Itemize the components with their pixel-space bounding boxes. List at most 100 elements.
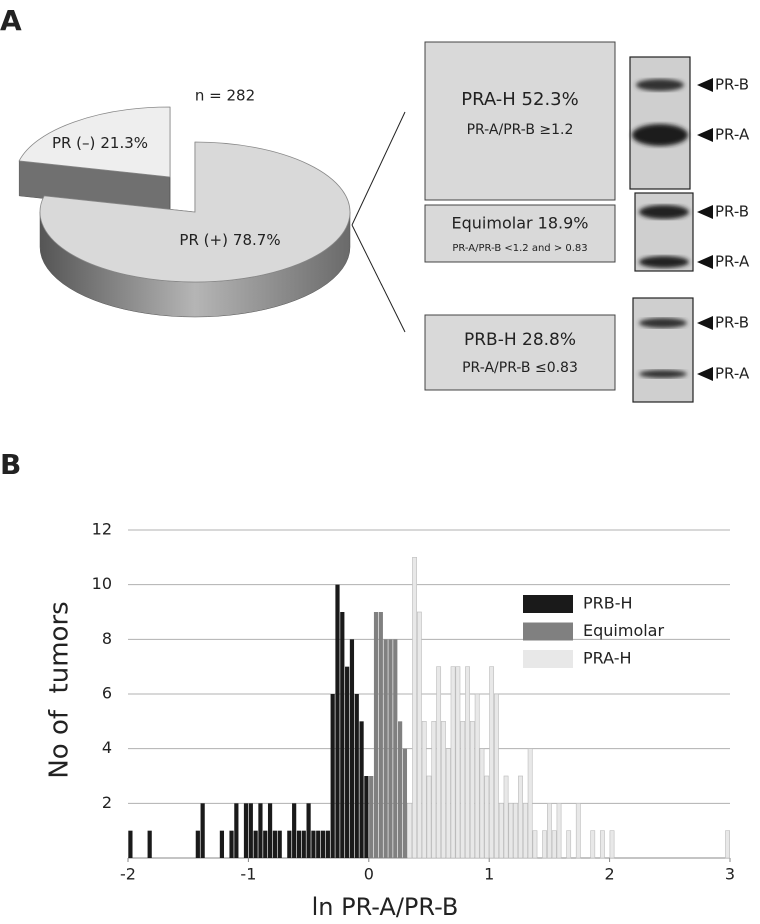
pie-slice bbox=[18, 106, 171, 178]
bar bbox=[522, 803, 528, 859]
group-box bbox=[424, 314, 616, 391]
bar bbox=[479, 748, 485, 859]
legend-label: Equimolar bbox=[583, 621, 664, 640]
slice-name: PR (–) bbox=[52, 134, 95, 152]
bar bbox=[416, 611, 422, 859]
bar bbox=[340, 612, 345, 858]
blot bbox=[632, 297, 694, 403]
pie-chart: PR (–) 21.3% PR (+) 78.7% bbox=[18, 106, 351, 318]
arrowhead bbox=[697, 316, 713, 330]
bar bbox=[426, 775, 432, 859]
x-axis-label: ln PR-A/PR-B bbox=[312, 893, 459, 921]
bar bbox=[441, 721, 446, 859]
slice-label: PR (+) 78.7% bbox=[179, 231, 280, 249]
bar bbox=[484, 775, 490, 859]
bar bbox=[465, 666, 470, 859]
bar bbox=[402, 748, 408, 858]
legend-swatch bbox=[523, 622, 573, 641]
box-title: PRA-H 52.3% bbox=[461, 89, 578, 110]
band-label: PR-B bbox=[715, 314, 749, 332]
pie-slice bbox=[39, 141, 351, 283]
bar bbox=[330, 694, 335, 858]
bar bbox=[296, 830, 302, 858]
bar bbox=[219, 830, 225, 858]
bar bbox=[128, 830, 133, 858]
band-label: PR-A bbox=[715, 253, 750, 271]
legend-swatch bbox=[523, 650, 573, 668]
arrowhead bbox=[697, 367, 713, 381]
bar bbox=[508, 803, 514, 859]
bar bbox=[450, 666, 456, 859]
band-label: PR-A bbox=[715, 365, 750, 383]
connector bbox=[351, 111, 406, 226]
y-tick-label: 6 bbox=[102, 684, 112, 703]
legend-swatch bbox=[523, 595, 573, 613]
bar bbox=[378, 612, 383, 858]
bar bbox=[383, 639, 388, 858]
slice-value: 78.7% bbox=[233, 231, 281, 249]
bar bbox=[272, 830, 277, 858]
bar bbox=[311, 830, 316, 858]
bar bbox=[421, 721, 427, 859]
arrowhead bbox=[697, 128, 713, 142]
y-tick-label: 2 bbox=[102, 793, 112, 812]
bar bbox=[518, 775, 523, 859]
bar bbox=[527, 748, 533, 859]
bar bbox=[320, 830, 326, 858]
bar bbox=[373, 612, 379, 858]
bar bbox=[532, 830, 538, 859]
bar bbox=[566, 830, 572, 859]
bar bbox=[489, 666, 495, 859]
connector bbox=[351, 224, 406, 333]
box-subtitle: PR-A/PR-B ≥1.2 bbox=[467, 122, 574, 138]
bar bbox=[369, 776, 374, 858]
group-box bbox=[424, 204, 616, 263]
bar bbox=[316, 830, 321, 858]
legend-label: PRB-H bbox=[583, 594, 633, 613]
bar bbox=[258, 803, 263, 858]
bar bbox=[263, 830, 268, 858]
bar bbox=[398, 721, 403, 858]
slice-name: PR (+) bbox=[179, 231, 228, 249]
bar bbox=[575, 803, 581, 859]
bar bbox=[349, 639, 355, 858]
band-label: PR-B bbox=[715, 76, 749, 94]
slice-value: 21.3% bbox=[100, 134, 148, 152]
bar bbox=[546, 803, 552, 859]
bar bbox=[345, 666, 350, 858]
x-tick-label: 2 bbox=[605, 865, 615, 884]
bar bbox=[455, 666, 461, 859]
bar bbox=[412, 557, 417, 859]
bar bbox=[253, 830, 258, 858]
bar bbox=[354, 694, 359, 858]
band-label: PR-A bbox=[715, 126, 750, 144]
y-axis-label: No of tumors bbox=[45, 601, 75, 778]
bar bbox=[436, 666, 442, 859]
x-tick-label: 3 bbox=[725, 865, 735, 884]
bar bbox=[364, 776, 369, 858]
bar bbox=[306, 803, 311, 858]
bar bbox=[287, 830, 292, 858]
x-tick-label: 1 bbox=[484, 865, 494, 884]
blot bbox=[629, 56, 691, 190]
x-tick-label: -2 bbox=[120, 865, 136, 884]
box-title: PRB-H 28.8% bbox=[464, 330, 576, 350]
panel-label: B bbox=[0, 448, 21, 481]
group-box bbox=[424, 41, 616, 201]
blot bbox=[634, 192, 694, 272]
box-subtitle: PR-A/PR-B <1.2 and > 0.83 bbox=[452, 243, 587, 254]
bar bbox=[147, 830, 152, 858]
arrowhead bbox=[697, 78, 713, 92]
bar bbox=[234, 803, 239, 858]
bar bbox=[359, 721, 364, 858]
bar bbox=[556, 803, 562, 859]
arrowhead bbox=[697, 255, 713, 269]
bar bbox=[494, 693, 499, 859]
bar bbox=[267, 803, 273, 858]
bar bbox=[407, 803, 413, 859]
bar bbox=[590, 830, 596, 859]
y-tick-label: 10 bbox=[92, 574, 112, 593]
bar bbox=[431, 721, 437, 859]
